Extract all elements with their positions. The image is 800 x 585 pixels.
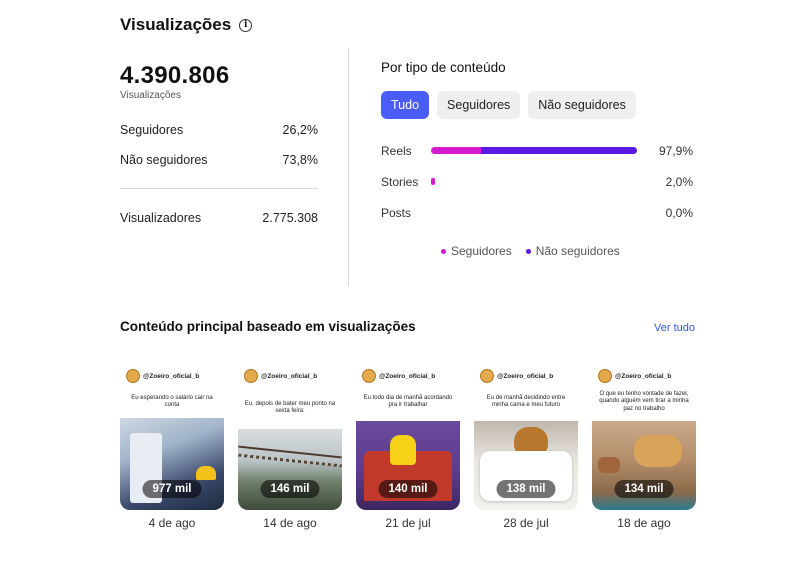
card-date: 4 de ago <box>148 516 196 530</box>
card-date: 14 de ago <box>263 516 317 530</box>
small-dog-shape <box>598 457 620 473</box>
page-title-text: Visualizações <box>120 15 232 34</box>
content-thumbnail[interactable]: @Zoeiro_oficial_b Eu todo dia de manhã a… <box>356 365 460 510</box>
content-card[interactable]: @Zoeiro_oficial_b Eu de manhã decidindo … <box>474 365 578 530</box>
filter-chips: Tudo Seguidores Não seguidores <box>381 91 693 119</box>
total-views: 4.390.806 <box>120 62 230 89</box>
thumbnail-caption: Eu, depois de bater meu ponto na sexta f… <box>244 400 336 415</box>
top-content-title: Conteúdo principal baseado em visualizaç… <box>120 319 416 334</box>
bar-track <box>431 147 641 154</box>
filter-all-chip[interactable]: Tudo <box>381 91 430 119</box>
non-followers-row: Não seguidores 73,8% <box>120 153 318 167</box>
divider <box>120 188 318 189</box>
thumbnail-header: @Zoeiro_oficial_b <box>474 365 578 387</box>
viewers-row: Visualizadores 2.775.308 <box>120 211 318 225</box>
bar-track <box>431 178 641 185</box>
legend-non-followers-label: Não seguidores <box>535 244 620 258</box>
thumbnail-handle: @Zoeiro_oficial_b <box>497 372 554 380</box>
content-card[interactable]: @Zoeiro_oficial_b Eu esperando o salário… <box>120 365 224 530</box>
thumbnail-header: @Zoeiro_oficial_b <box>238 365 342 387</box>
content-thumbnail[interactable]: @Zoeiro_oficial_b Eu esperando o salário… <box>120 365 224 510</box>
bar-value: 97,9% <box>658 143 693 158</box>
non-followers-value: 73,8% <box>282 153 318 167</box>
non-followers-label: Não seguidores <box>120 153 208 167</box>
vertical-divider <box>348 48 349 286</box>
top-content-list: @Zoeiro_oficial_b Eu esperando o salário… <box>120 365 696 530</box>
followers-label: Seguidores <box>120 123 184 137</box>
thumbnail-handle: @Zoeiro_oficial_b <box>143 372 200 380</box>
content-type-title: Por tipo de conteúdo <box>381 60 506 75</box>
card-date: 28 de jul <box>503 516 549 530</box>
viewers-value: 2.775.308 <box>262 211 318 225</box>
legend: Seguidores Não seguidores <box>441 244 693 258</box>
bar-track <box>431 209 641 216</box>
content-type-bars: Reels 97,9% Stories 2,0% Posts 0,0% <box>381 135 693 228</box>
thumbnail-header: @Zoeiro_oficial_b <box>120 365 224 387</box>
bar-value: 0,0% <box>665 205 693 220</box>
summary-panel: 4.390.806 Visualizações Seguidores 26,2%… <box>120 60 318 225</box>
content-thumbnail[interactable]: @Zoeiro_oficial_b Eu, depois de bater me… <box>238 365 342 510</box>
legend-followers: Seguidores <box>441 244 512 258</box>
legend-non-followers: Não seguidores <box>525 244 620 258</box>
content-card[interactable]: @Zoeiro_oficial_b O que eu tenho vontade… <box>592 365 696 530</box>
thumbnail-handle: @Zoeiro_oficial_b <box>379 372 436 380</box>
content-thumbnail[interactable]: @Zoeiro_oficial_b Eu de manhã decidindo … <box>474 365 578 510</box>
followers-dot-icon <box>441 248 446 254</box>
avatar <box>598 369 612 383</box>
content-card[interactable]: @Zoeiro_oficial_b Eu todo dia de manhã a… <box>356 365 460 530</box>
views-badge: 140 mil <box>378 480 438 498</box>
thumbnail-caption: Eu esperando o salário cair na conta <box>131 394 213 409</box>
bar-followers-segment <box>431 178 436 185</box>
bar-value: 2,0% <box>665 174 693 189</box>
bar-label: Stories <box>381 174 419 189</box>
non-followers-dot-icon <box>525 248 531 254</box>
card-date: 18 de ago <box>617 516 671 530</box>
see-all-link[interactable]: Ver tudo <box>654 322 695 334</box>
info-icon[interactable]: i <box>239 18 253 32</box>
followers-value: 26,2% <box>282 123 318 137</box>
content-type-panel: Por tipo de conteúdo Tudo Seguidores Não… <box>381 60 693 258</box>
thumbnail-handle: @Zoeiro_oficial_b <box>261 372 318 380</box>
character-shape <box>390 435 416 465</box>
thumbnail-header: @Zoeiro_oficial_b <box>592 365 696 387</box>
avatar <box>126 369 140 383</box>
thumbnail-caption: Eu todo dia de manhã acordando pra ir tr… <box>363 394 453 409</box>
views-badge: 134 mil <box>614 480 674 498</box>
dog-shape <box>514 427 548 455</box>
bar-label: Posts <box>381 205 412 220</box>
card-date: 21 de jul <box>385 516 431 530</box>
dog-shape <box>634 435 682 467</box>
total-views-label: Visualizações <box>120 90 181 101</box>
content-card[interactable]: @Zoeiro_oficial_b Eu, depois de bater me… <box>238 365 342 530</box>
thumbnail-caption: O que eu tenho vontade de fazer, quando … <box>599 390 689 412</box>
thumbnail-caption: Eu de manhã decidindo entre minha cama e… <box>486 394 566 409</box>
bar-label: Reels <box>381 143 412 158</box>
bar-non-followers-segment <box>481 147 637 154</box>
views-badge: 138 mil <box>496 480 556 498</box>
filter-non-followers-chip[interactable]: Não seguidores <box>528 91 636 119</box>
bar-row-stories: Stories 2,0% <box>381 166 693 197</box>
content-thumbnail[interactable]: @Zoeiro_oficial_b O que eu tenho vontade… <box>592 365 696 510</box>
avatar <box>244 369 258 383</box>
filter-followers-chip[interactable]: Seguidores <box>437 91 521 119</box>
bar-followers-segment <box>431 147 482 154</box>
thumbnail-header: @Zoeiro_oficial_b <box>356 365 460 387</box>
avatar <box>362 369 376 383</box>
followers-row: Seguidores 26,2% <box>120 123 318 137</box>
avatar <box>480 369 494 383</box>
thumbnail-handle: @Zoeiro_oficial_b <box>615 372 672 380</box>
viewers-label: Visualizadores <box>120 211 202 225</box>
legend-followers-label: Seguidores <box>451 244 512 258</box>
bar-row-reels: Reels 97,9% <box>381 135 693 166</box>
page-title: Visualizações i <box>120 15 253 35</box>
views-badge: 146 mil <box>260 480 320 498</box>
bar-row-posts: Posts 0,0% <box>381 197 693 228</box>
views-badge: 977 mil <box>142 480 202 498</box>
hat-shape <box>196 466 216 480</box>
